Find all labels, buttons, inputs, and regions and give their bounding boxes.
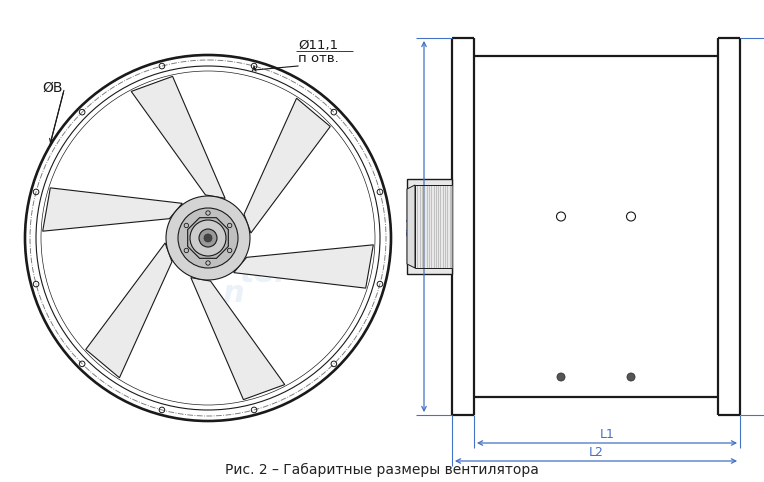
Text: tel: tel	[240, 258, 286, 287]
Circle shape	[190, 220, 226, 256]
Polygon shape	[407, 185, 415, 268]
Text: п отв.: п отв.	[298, 52, 338, 65]
Circle shape	[199, 229, 217, 247]
Polygon shape	[188, 218, 228, 258]
Text: L1: L1	[600, 428, 614, 441]
Polygon shape	[131, 76, 225, 199]
Circle shape	[627, 373, 635, 381]
Circle shape	[178, 208, 238, 268]
Bar	[407, 179, 452, 274]
Polygon shape	[191, 278, 285, 400]
Text: n: n	[222, 279, 244, 308]
Text: Рис. 2 – Габаритные размеры вентилятора: Рис. 2 – Габаритные размеры вентилятора	[225, 463, 539, 477]
Polygon shape	[86, 243, 172, 378]
Text: ØB: ØB	[42, 81, 63, 95]
Circle shape	[204, 234, 212, 242]
Text: L2: L2	[588, 445, 604, 458]
Circle shape	[166, 196, 250, 280]
Text: Ø11,1: Ø11,1	[298, 39, 338, 52]
Polygon shape	[43, 188, 183, 231]
Polygon shape	[234, 245, 374, 288]
Circle shape	[557, 373, 565, 381]
Polygon shape	[244, 98, 330, 233]
Text: Ø A: Ø A	[406, 215, 419, 238]
